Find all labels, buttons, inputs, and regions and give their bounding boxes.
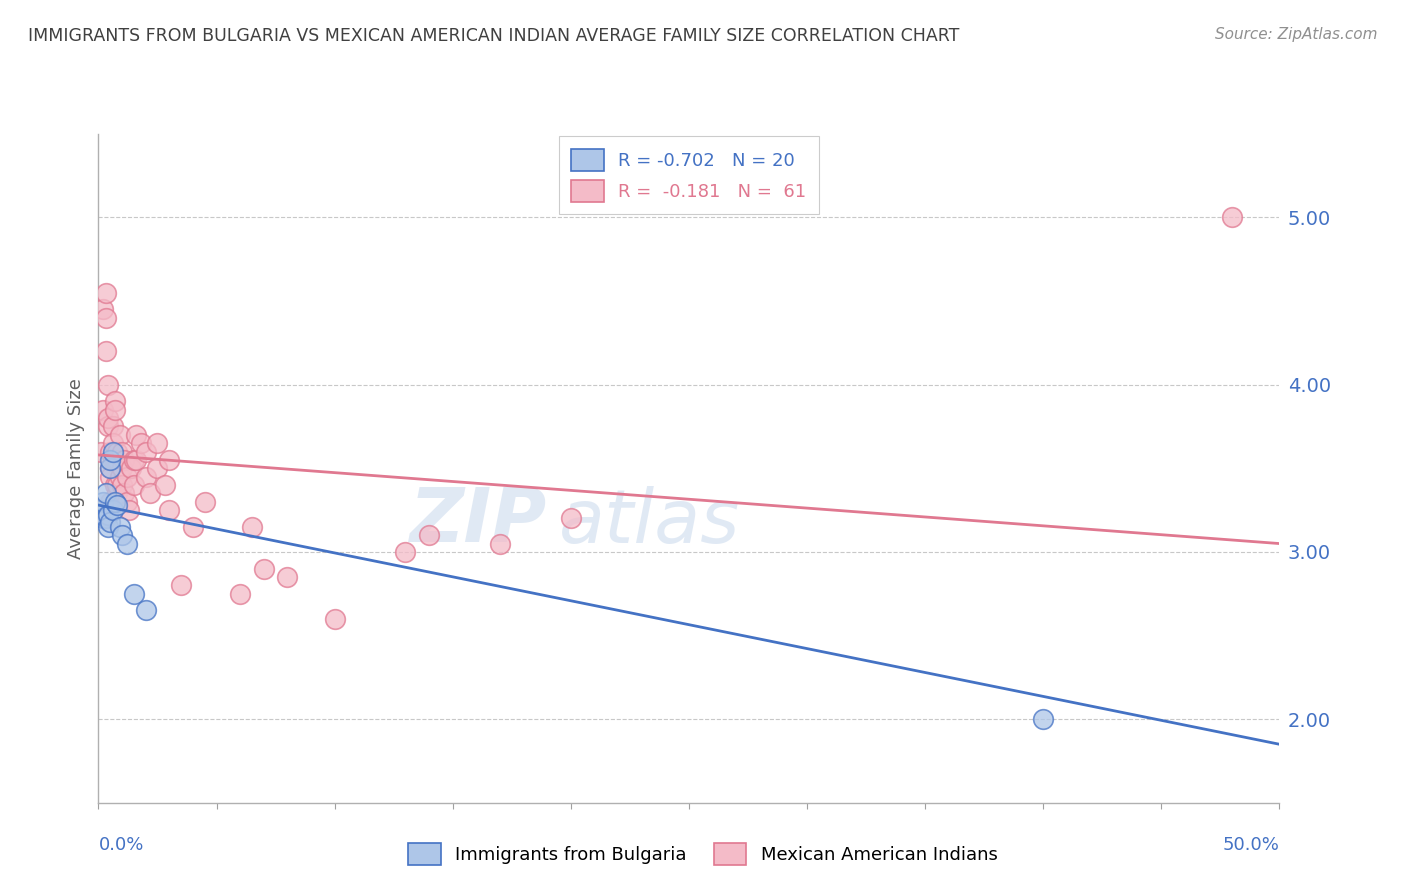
Point: [104, 402, 127, 417]
Point: [98, 444, 121, 458]
Point: [105, 444, 128, 458]
Point: [323, 612, 346, 626]
Point: [112, 486, 135, 500]
Text: ZIP: ZIP: [411, 485, 547, 558]
Point: [108, 428, 131, 442]
Point: [194, 495, 217, 509]
Point: [122, 587, 145, 601]
Point: [276, 570, 298, 584]
Point: [489, 536, 512, 550]
Point: [98, 461, 121, 475]
Point: [560, 511, 582, 525]
Point: [98, 495, 121, 509]
Point: [146, 461, 169, 475]
Y-axis label: Average Family Size: Average Family Size: [66, 378, 84, 558]
Point: [240, 520, 263, 534]
Point: [105, 453, 128, 467]
Point: [394, 545, 416, 559]
Point: [104, 478, 127, 492]
Legend: Immigrants from Bulgaria, Mexican American Indians: Immigrants from Bulgaria, Mexican Americ…: [399, 834, 1007, 874]
Point: [122, 478, 145, 492]
Text: 50.0%: 50.0%: [1223, 837, 1279, 855]
Point: [101, 503, 124, 517]
Point: [135, 603, 157, 617]
Point: [1220, 211, 1243, 225]
Point: [97, 520, 120, 534]
Point: [112, 453, 135, 467]
Point: [139, 486, 162, 500]
Point: [118, 503, 141, 517]
Text: atlas: atlas: [560, 486, 741, 558]
Point: [94, 344, 117, 359]
Point: [97, 411, 120, 425]
Point: [104, 495, 127, 509]
Point: [98, 461, 121, 475]
Point: [108, 520, 131, 534]
Point: [115, 536, 138, 550]
Point: [104, 453, 127, 467]
Point: [91, 402, 114, 417]
Point: [121, 461, 143, 475]
Point: [97, 508, 120, 523]
Point: [125, 428, 148, 442]
Point: [153, 478, 176, 492]
Point: [115, 469, 138, 483]
Text: 0.0%: 0.0%: [98, 837, 143, 855]
Point: [97, 419, 120, 434]
Point: [104, 394, 127, 409]
Point: [1032, 712, 1054, 726]
Point: [418, 528, 440, 542]
Point: [94, 285, 117, 300]
Point: [111, 461, 134, 475]
Text: Source: ZipAtlas.com: Source: ZipAtlas.com: [1215, 27, 1378, 42]
Point: [90, 503, 112, 517]
Point: [105, 498, 128, 512]
Point: [157, 453, 180, 467]
Point: [94, 486, 117, 500]
Point: [101, 453, 124, 467]
Point: [91, 495, 114, 509]
Point: [98, 453, 121, 467]
Point: [125, 453, 148, 467]
Point: [111, 478, 134, 492]
Point: [108, 469, 131, 483]
Point: [157, 503, 180, 517]
Point: [101, 444, 124, 458]
Point: [181, 520, 204, 534]
Point: [122, 453, 145, 467]
Point: [170, 578, 193, 592]
Point: [111, 528, 134, 542]
Point: [129, 436, 152, 450]
Point: [135, 444, 157, 458]
Point: [111, 444, 134, 458]
Point: [94, 310, 117, 325]
Point: [115, 495, 138, 509]
Point: [105, 478, 128, 492]
Point: [98, 515, 121, 529]
Text: IMMIGRANTS FROM BULGARIA VS MEXICAN AMERICAN INDIAN AVERAGE FAMILY SIZE CORRELAT: IMMIGRANTS FROM BULGARIA VS MEXICAN AMER…: [28, 27, 959, 45]
Point: [98, 469, 121, 483]
Point: [90, 444, 112, 458]
Point: [91, 511, 114, 525]
Point: [97, 377, 120, 392]
Point: [94, 511, 117, 525]
Point: [101, 436, 124, 450]
Point: [146, 436, 169, 450]
Legend: R = -0.702   N = 20, R =  -0.181   N =  61: R = -0.702 N = 20, R = -0.181 N = 61: [558, 136, 820, 214]
Point: [229, 587, 252, 601]
Point: [253, 562, 276, 576]
Point: [135, 469, 157, 483]
Point: [105, 486, 128, 500]
Point: [101, 419, 124, 434]
Point: [91, 302, 114, 317]
